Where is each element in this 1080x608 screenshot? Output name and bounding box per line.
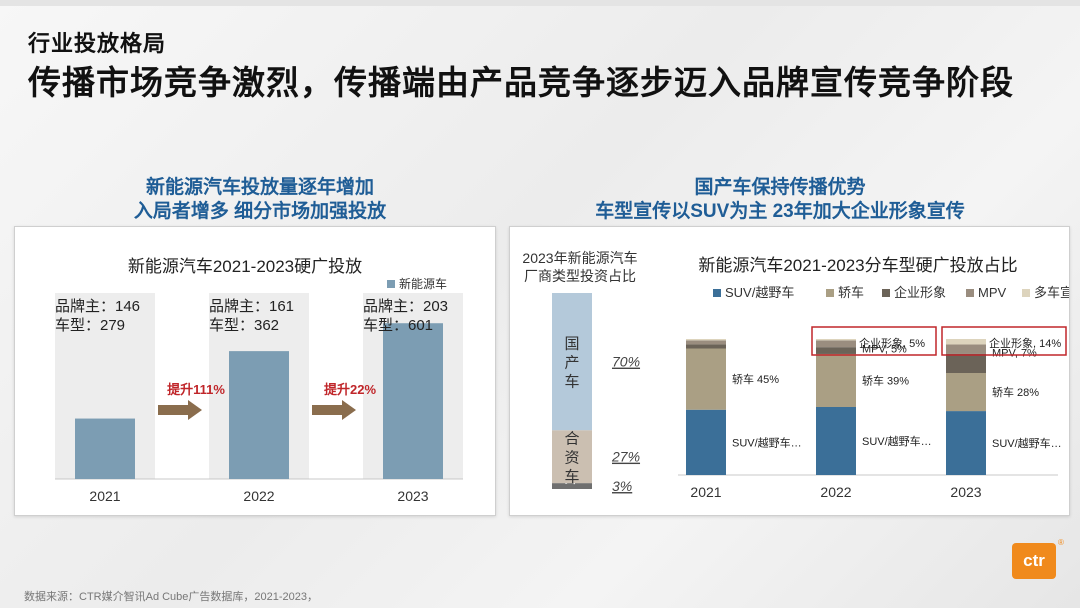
bar-2023-多车宣传 <box>946 339 986 345</box>
source-note: 数据来源：CTR媒介智讯Ad Cube广告数据库，2021-2023， <box>24 591 319 603</box>
growth-arrow-icon-1 <box>158 400 202 420</box>
left-subtitle: 新能源汽车投放量逐年增加 入局者增多 细分市场加强投放 <box>70 176 450 224</box>
bar-2023-MPV <box>946 344 986 354</box>
bar-2023-轿车 <box>946 373 986 412</box>
ctr-logo: ctr <box>1012 543 1056 579</box>
registered-mark: ® <box>1058 538 1064 547</box>
growth-label-2: 提升22% <box>324 382 376 397</box>
legend-swatch-SUV/越野车 <box>713 289 721 297</box>
share-label-合资车-2: 车 <box>564 469 579 486</box>
legend-label-企业形象: 企业形象 <box>894 285 946 300</box>
x-tick-2022: 2022 <box>820 484 851 500</box>
share-label-合资车-1: 资 <box>564 450 579 467</box>
bar-2023-SUV/越野车 <box>946 411 986 475</box>
share-pct-合资车: 27% <box>611 449 640 465</box>
bar-2021-企业形象 <box>686 344 726 349</box>
share-label-国产车-1: 产 <box>564 355 579 372</box>
legend-swatch-轿车 <box>826 289 834 297</box>
legend-label: 新能源车 <box>399 276 447 291</box>
bar-2022 <box>229 351 289 479</box>
type-chart-title: 新能源汽车2021-2023分车型硬广投放占比 <box>698 256 1017 275</box>
bar-2022-SUV/越野车 <box>816 407 856 475</box>
share-pct-外资: 3% <box>612 478 632 494</box>
annotation-2022-corporate: 企业形象, 5% <box>859 336 925 350</box>
bar-2022-MPV <box>816 340 856 348</box>
legend-label-SUV/越野车: SUV/越野车 <box>725 285 794 300</box>
growth-label-1: 提升111% <box>167 382 225 397</box>
annotation-2023-corporate: 企业形象, 14% <box>989 336 1061 350</box>
x-tick-2023: 2023 <box>950 484 981 500</box>
left-subtitle-line1: 新能源汽车投放量逐年增加 <box>145 177 374 198</box>
right-subtitle: 国产车保持传播优势 车型宣传以SUV为主 23年加大企业形象宣传 <box>560 176 1000 224</box>
brand-count-2021: 品牌主：146 <box>55 298 140 315</box>
legend-swatch <box>387 280 395 288</box>
share-segment-国产车 <box>552 293 592 431</box>
left-subtitle-line2: 入局者增多 细分市场加强投放 <box>133 201 387 222</box>
right-chart: 2023年新能源汽车 厂商类型投资占比 新能源汽车2021-2023分车型硬广投… <box>522 250 1080 506</box>
bar-2022-轿车 <box>816 353 856 407</box>
annotation-2021-suv: SUV/越野车… <box>732 435 802 449</box>
top-bar <box>0 0 1080 6</box>
annotation-2023-suv: SUV/越野车… <box>992 436 1062 450</box>
highlight-box-2022 <box>811 326 937 356</box>
share-label-合资车-0: 合 <box>564 431 579 448</box>
legend-label-多车宣传: 多车宣传 <box>1034 285 1069 300</box>
legend-swatch-多车宣传 <box>1022 289 1030 297</box>
right-subtitle-line2: 车型宣传以SUV为主 23年加大企业形象宣传 <box>595 201 965 222</box>
share-pct-国产车: 70% <box>612 354 640 370</box>
right-subtitle-line1: 国产车保持传播优势 <box>694 177 866 198</box>
highlight-box-2023 <box>941 326 1067 356</box>
share-segment-外资 <box>552 483 592 489</box>
legend-label-轿车: 轿车 <box>838 285 864 300</box>
annotation-2023-mpv: MPV, 7% <box>992 347 1037 359</box>
legend-label-MPV: MPV <box>978 285 1007 300</box>
brand-count-2022: 品牌主：161 <box>209 298 294 315</box>
bar-2023-企业形象 <box>946 353 986 373</box>
x-tick-2023: 2023 <box>397 488 428 504</box>
legend-swatch-MPV <box>966 289 974 297</box>
annotation-2022-suv: SUV/越野车… <box>862 434 932 448</box>
share-label-国产车-0: 国 <box>564 336 579 353</box>
model-count-2023: 车型：601 <box>363 317 433 334</box>
growth-arrow-icon-2 <box>312 400 356 420</box>
bar-2021-SUV/越野车 <box>686 409 726 475</box>
legend-swatch-企业形象 <box>882 289 890 297</box>
right-chart-panel: 2023年新能源汽车 厂商类型投资占比 新能源汽车2021-2023分车型硬广投… <box>509 226 1080 516</box>
share-chart-title-line2: 厂商类型投资占比 <box>524 268 636 284</box>
x-tick-2021: 2021 <box>89 488 120 504</box>
model-count-2021: 车型：279 <box>55 317 125 334</box>
share-chart-title-line1: 2023年新能源汽车 <box>522 250 637 266</box>
bar-2022-多车宣传 <box>816 339 856 341</box>
share-label-外资-1: 资 <box>564 489 579 506</box>
bar-2021-MPV <box>686 340 726 345</box>
annotation-2023-sedan: 轿车 28% <box>992 385 1039 399</box>
page-title: 传播市场竞争激烈，传播端由产品竞争逐步迈入品牌宣传竞争阶段 <box>28 64 1014 101</box>
left-chart: 新能源汽车2021-2023硬广投放 新能源车 2021 品牌主：146 车型：27… <box>55 257 463 504</box>
left-chart-panel: 新能源汽车2021-2023硬广投放 新能源车 2021 品牌主：146 车型：27… <box>14 226 496 516</box>
bar-2022-企业形象 <box>816 347 856 354</box>
brand-count-2023: 品牌主：203 <box>363 298 448 315</box>
share-label-国产车-2: 车 <box>564 374 579 391</box>
bar-2021-轿车 <box>686 348 726 410</box>
bar-2021 <box>75 418 135 479</box>
bar-2023 <box>383 323 443 479</box>
section-title: 行业投放格局 <box>28 31 167 56</box>
share-segment-合资车 <box>552 430 592 484</box>
annotation-2022-mpv: MPV, 5% <box>862 343 907 355</box>
model-count-2022: 车型：362 <box>209 317 279 334</box>
annotation-2022-sedan: 轿车 39% <box>862 373 909 387</box>
annotation-2021-sedan: 轿车 45% <box>732 372 779 386</box>
x-tick-2021: 2021 <box>690 484 721 500</box>
left-chart-title: 新能源汽车2021-2023硬广投放 <box>128 257 362 276</box>
bar-2021-多车宣传 <box>686 339 726 341</box>
x-tick-2022: 2022 <box>243 488 274 504</box>
